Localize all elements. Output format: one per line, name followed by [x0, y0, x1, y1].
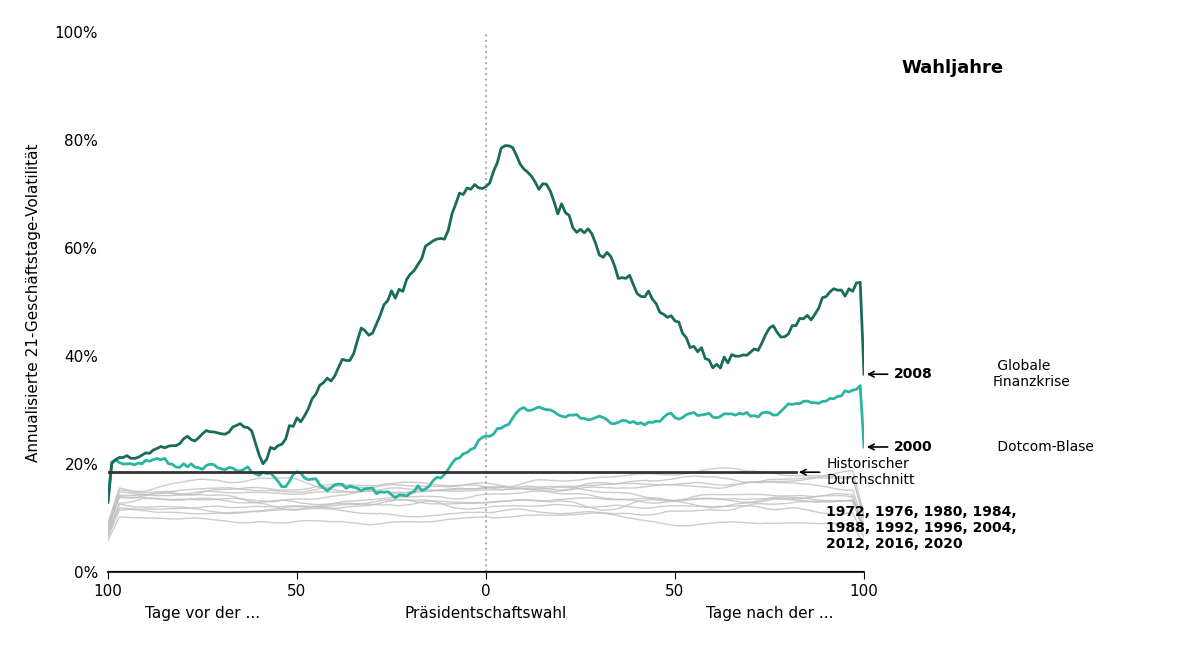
Text: Dotcom-Blase: Dotcom-Blase — [992, 440, 1093, 454]
Text: Globale
Finanzkrise: Globale Finanzkrise — [992, 359, 1070, 389]
Text: Historischer
Durchschnitt: Historischer Durchschnitt — [827, 457, 914, 488]
Text: Wahljahre: Wahljahre — [902, 60, 1004, 77]
Text: 2000: 2000 — [894, 440, 932, 454]
Text: 1972, 1976, 1980, 1984,
1988, 1992, 1996, 2004,
2012, 2016, 2020: 1972, 1976, 1980, 1984, 1988, 1992, 1996… — [827, 504, 1016, 551]
Text: Präsidentschaftswahl: Präsidentschaftswahl — [404, 606, 568, 621]
Y-axis label: Annualisierte 21-Geschäftstage-Volatilität: Annualisierte 21-Geschäftstage-Volatilit… — [26, 143, 41, 462]
Text: 2008: 2008 — [894, 367, 932, 381]
Text: Tage nach der ...: Tage nach der ... — [706, 606, 833, 621]
Text: Tage vor der ...: Tage vor der ... — [145, 606, 260, 621]
